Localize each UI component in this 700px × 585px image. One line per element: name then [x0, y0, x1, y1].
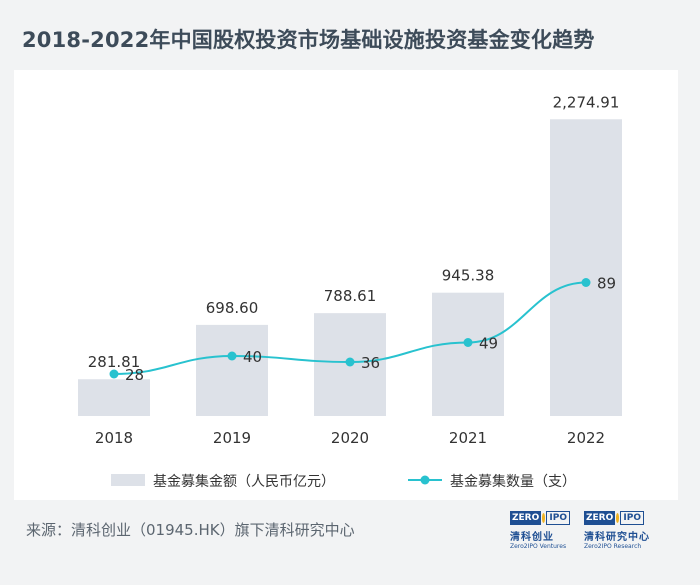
- source-note: 来源：清科创业（01945.HK）旗下清科研究中心: [26, 521, 355, 539]
- bar-2018: [78, 379, 150, 416]
- line-point-2018: [109, 369, 119, 379]
- line-point-2021: [463, 338, 473, 347]
- bar-label-2019: 698.60: [206, 299, 259, 317]
- bar-label-2020: 788.61: [324, 287, 377, 305]
- logo-zero-text: ZERO: [584, 511, 616, 525]
- x-tick-2021: 2021: [449, 429, 487, 447]
- logo-ipo-text: IPO: [620, 511, 644, 525]
- x-tick-2019: 2019: [213, 429, 251, 447]
- bar-2019: [196, 324, 268, 416]
- zero2ipo-ventures-logo: ZERO IPO 清科创业 Zero2IPO Ventures: [510, 511, 570, 551]
- zero2ipo-research-logo: ZERO IPO 清科研究中心 Zero2IPO Research: [584, 511, 650, 551]
- x-tick-2018: 2018: [95, 429, 133, 447]
- bar-label-2021: 945.38: [442, 267, 495, 285]
- line-point-2022: [581, 278, 591, 287]
- line-label-2018: 28: [125, 366, 144, 384]
- logo-zero-text: ZERO: [510, 511, 542, 525]
- logo-en-name: Zero2IPO Research: [584, 543, 642, 550]
- logo-ipo-text: IPO: [546, 511, 570, 525]
- legend-bar-swatch: [111, 474, 145, 486]
- line-label-2022: 89: [597, 275, 616, 293]
- bar-2022: [550, 119, 622, 416]
- logo-two-dot-icon: [616, 513, 620, 523]
- x-tick-2022: 2022: [567, 429, 605, 447]
- line-label-2020: 36: [361, 354, 380, 372]
- legend-line-label: 基金募集数量（支）: [450, 473, 576, 490]
- chart-title: 2018-2022年中国股权投资市场基础设施投资基金变化趋势: [22, 28, 595, 52]
- chart-card: 281.81 2018 698.60 2019 788.61 2020 945.38 2021…: [14, 70, 678, 500]
- logo-two-dot-icon: [542, 513, 546, 523]
- line-label-2021: 49: [479, 335, 498, 353]
- bar-label-2018: 281.81: [88, 353, 141, 371]
- logo-cn-name: 清科创业: [510, 532, 554, 543]
- logo-cn-name: 清科研究中心: [584, 532, 650, 543]
- legend-line-marker: [420, 475, 430, 485]
- line-point-2019: [227, 351, 237, 361]
- line-point-2020: [345, 357, 355, 367]
- legend-bar-label: 基金募集金额（人民币亿元）: [153, 473, 335, 490]
- chart-svg: 281.81 2018 698.60 2019 788.61 2020 945.38 2021…: [78, 93, 622, 490]
- bar-2021: [432, 292, 504, 416]
- bar-label-2022: 2,274.91: [553, 93, 620, 111]
- x-tick-2020: 2020: [331, 429, 369, 447]
- logo-en-name: Zero2IPO Ventures: [510, 543, 567, 550]
- line-label-2019: 40: [243, 348, 262, 366]
